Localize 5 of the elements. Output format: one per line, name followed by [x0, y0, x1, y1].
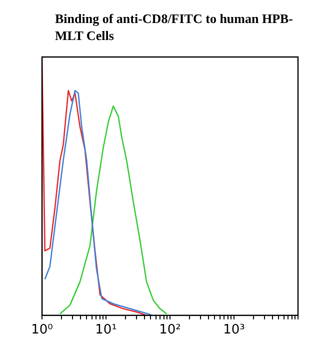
x-tick-label: 10³ [223, 322, 245, 338]
x-tick-label: 10⁰ [31, 322, 53, 338]
chart-title: Binding of anti-CD8/FITC to human HPB-MLT Cells [55, 10, 294, 44]
x-tick-label: 10¹ [95, 322, 117, 338]
x-tick-label: 10² [159, 322, 181, 338]
